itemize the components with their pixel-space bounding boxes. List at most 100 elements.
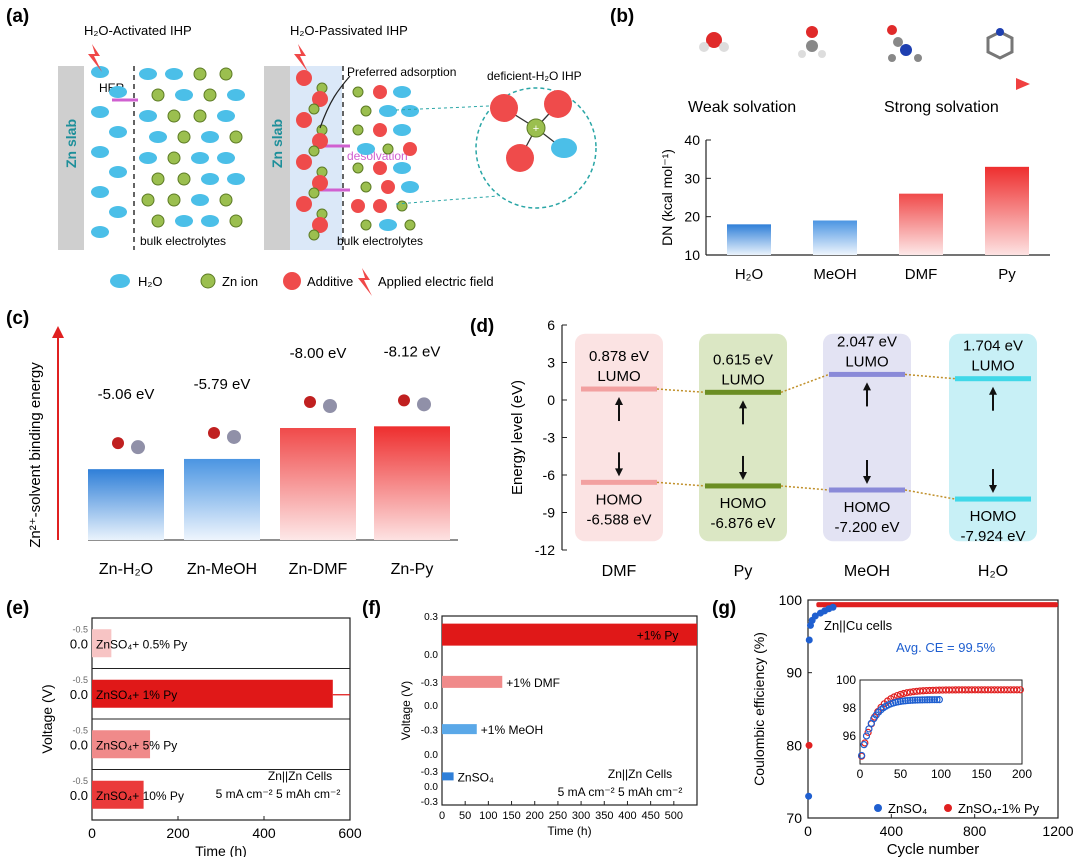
e-annotation-2: 5 mA cm⁻² 5 mAh cm⁻² [216,787,341,801]
b-ytick-label: 10 [684,247,700,263]
binding-energy-chart: Zn²⁺-solvent binding energy -5.06 eV Zn-H₂… [27,326,458,578]
g-legend-py-label: ZnSO₄-1% Py [958,801,1040,816]
d-ytick-label: -9 [543,505,556,521]
d-homo-value: -7.200 eV [834,519,899,536]
g-inset-ytick-label: 98 [843,701,857,715]
h2o-molecule [227,173,245,185]
g-ylabel: Coulombic efficiency (%) [751,632,767,786]
d-homo-text: HOMO [970,508,1017,525]
c-bar [184,458,260,540]
panel-e-label: (e) [6,598,29,619]
h2o-molecule [217,110,235,122]
zn-ion [229,130,243,144]
h2o-molecule [109,126,127,138]
solvation-arrow-head [1016,78,1030,90]
panel-d-energy-levels: (d) -12 -9 -6 -3 0 3 6 Energy level (eV) 0.878 e… [470,316,1037,580]
zn-ion [360,219,372,231]
c-ylabel: Zn²⁺-solvent binding energy [27,362,44,548]
additive-molecule [373,199,387,213]
b-bar [727,224,771,255]
scheme2-particles [296,70,419,241]
h2o-molecule [401,105,419,117]
f-annotation-2: 5 mA cm⁻² 5 mAh cm⁻² [558,785,683,799]
f-xtick-label: 300 [572,810,590,822]
b-bar [985,166,1029,255]
zn-slab-1 [58,66,84,250]
h2o-molecule [379,105,397,117]
additive-molecule [312,133,328,149]
d-homo-value: -6.588 eV [586,511,651,528]
g-inset-xtick-label: 0 [857,767,864,781]
d-lumo-level [581,386,657,392]
c-xtick-label: Zn-MeOH [187,561,257,578]
zn-ion [396,200,408,212]
g-znso4-point [805,636,813,644]
c-xtick-label: Zn-DMF [289,561,348,578]
zoom-line-2 [395,195,499,205]
zn-ion [151,214,165,228]
d-homo-connector [780,485,830,491]
additive-molecule [312,91,328,107]
d-up-arrow-head [739,400,747,409]
zn-ion [352,162,364,174]
zn-ion [219,193,233,207]
b-ytick-label: 40 [684,132,700,148]
d-xtick-label: H₂O [978,563,1008,580]
g-py-series-band [816,602,1058,608]
d-down-arrow-head [615,468,623,477]
zn-ion [167,193,181,207]
d-lumo-value: 2.047 eV [837,333,897,350]
d-ytick-label: -3 [543,430,556,446]
g-inset-znso4-point [930,696,939,704]
h2o-molecule [91,66,109,78]
adsorption-path [319,75,351,129]
c-bar [374,426,450,540]
panel-b-donor-number: (b) Weak solvation Strong solvation 10 20… [610,6,1050,283]
panel-c-binding-energy: (c) Zn²⁺-solvent binding energy -5.06 eVZ… [6,308,458,578]
d-homo-text: HOMO [844,499,891,516]
d-molecule-box [575,333,663,542]
e-xtick-label: 0 [88,825,96,841]
e-ytick-small: -0.5 [72,725,88,735]
d-homo-text: HOMO [596,491,643,508]
f-ytick-label: -0.3 [421,725,439,736]
electric-field-icon-1 [88,44,102,72]
d-molecule-box [949,333,1037,542]
d-homo-connector [904,489,956,500]
d-lumo-connector [656,388,706,394]
meoh-molecule-icon [798,26,826,58]
zn-ion [526,118,546,138]
zn-ion [141,193,155,207]
d-down-arrow-head [989,485,997,494]
f-voltage-band [442,623,697,646]
h2o-molecule [139,152,157,164]
additive-molecule [312,217,328,233]
b-ytick-label: 30 [684,170,700,186]
g-inset-xtick-label: 200 [1012,767,1032,781]
additive-molecule [296,196,312,212]
g-inset-znso4-point [935,696,943,704]
f-series-label: ZnSO₄ [458,770,494,784]
h2o-molecule [393,86,411,98]
deficient-h2o-label: deficient-H₂O IHP [487,69,582,83]
additive-molecule [490,94,518,122]
legend-additive-label: Additive [307,274,353,289]
g-inset-znso4-point [858,751,866,760]
g-inset-frame [859,679,1023,765]
g-inset-py-point [900,689,908,698]
d-homo-connector [656,481,706,487]
g-znso4-point [805,792,813,800]
additive-molecule [381,180,395,194]
d-homo-level [829,487,905,493]
f-ytick-label: 0.3 [424,612,438,623]
h2o-molecule [401,181,419,193]
d-lumo-level [705,389,781,395]
b-ylabel: DN (kcal mol⁻¹) [659,149,675,246]
d-lumo-text: LUMO [597,368,640,385]
f-ytick-label: 0.0 [424,782,438,793]
f-series-label: +1% MeOH [481,723,543,737]
h2o-molecule [201,215,219,227]
g-inset-py-point [1016,686,1024,694]
g-inset-znso4-point [909,696,917,704]
d-lumo-text: LUMO [971,358,1014,375]
